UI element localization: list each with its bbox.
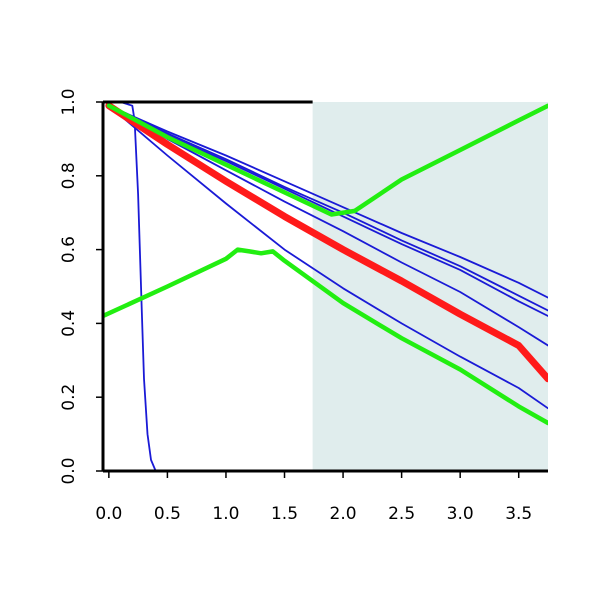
shaded-region-layer [312, 102, 548, 471]
y-tick-label: 0.4 [59, 310, 79, 337]
plot-frame-layer [101, 100, 548, 473]
y-tick-label: 0.0 [59, 457, 79, 484]
x-tick-label: 2.5 [388, 504, 415, 524]
shaded-region [312, 102, 548, 471]
x-tick-label: 1.5 [271, 504, 298, 524]
y-tick-label: 0.8 [59, 162, 79, 189]
series-line-4 [108, 104, 548, 347]
x-tick-label: 3.5 [505, 504, 532, 524]
x-tick-label: 3.0 [447, 504, 474, 524]
y-tick-label: 1.0 [59, 88, 79, 115]
x-tick-label: 2.0 [330, 504, 357, 524]
series-line-1 [108, 104, 548, 299]
x-axis: 0.0 0.5 1.0 1.5 2.0 2.5 3.0 3.5 [95, 471, 532, 524]
series-line-10 [103, 247, 548, 426]
x-tick-label: 0.0 [95, 504, 122, 524]
series-line-8 [105, 102, 548, 383]
series-line-3 [108, 104, 548, 317]
y-tick-label: 0.6 [59, 236, 79, 263]
y-tick-label: 0.2 [59, 384, 79, 411]
series-line-6 [108, 104, 548, 410]
y-axis: 0.0 0.2 0.4 0.6 0.8 1.0 [59, 88, 103, 485]
series-line-9 [106, 103, 548, 217]
series-lines-layer [103, 101, 548, 472]
x-tick-label: 1.0 [212, 504, 239, 524]
x-tick-label: 0.5 [154, 504, 181, 524]
